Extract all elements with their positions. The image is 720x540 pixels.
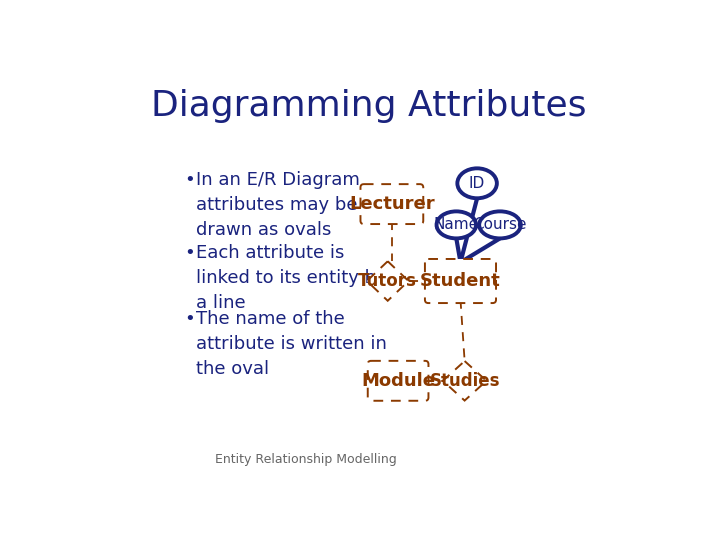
Ellipse shape [457,168,497,198]
Text: Student: Student [420,272,501,290]
Text: Studies: Studies [429,372,500,390]
Text: Module: Module [361,372,435,390]
Text: Course: Course [473,218,527,232]
Text: ID: ID [469,176,485,191]
Text: Diagramming Attributes: Diagramming Attributes [151,90,587,123]
Text: •: • [184,310,194,328]
Polygon shape [443,361,487,401]
Text: Tutors: Tutors [359,272,417,290]
Text: •: • [184,171,194,189]
FancyBboxPatch shape [368,361,428,401]
Text: Each attribute is
linked to its entity by
a line: Each attribute is linked to its entity b… [196,244,387,312]
Ellipse shape [480,211,521,238]
Polygon shape [367,261,408,301]
Text: •: • [184,244,194,261]
Text: In an E/R Diagram
attributes may be
drawn as ovals: In an E/R Diagram attributes may be draw… [196,171,359,239]
Text: Lecturer: Lecturer [349,195,435,213]
Text: Entity Relationship Modelling: Entity Relationship Modelling [215,453,397,467]
Text: Name: Name [433,218,479,232]
FancyBboxPatch shape [425,259,496,303]
FancyBboxPatch shape [361,184,423,224]
Ellipse shape [436,211,476,238]
Text: The name of the
attribute is written in
the oval: The name of the attribute is written in … [196,310,387,378]
